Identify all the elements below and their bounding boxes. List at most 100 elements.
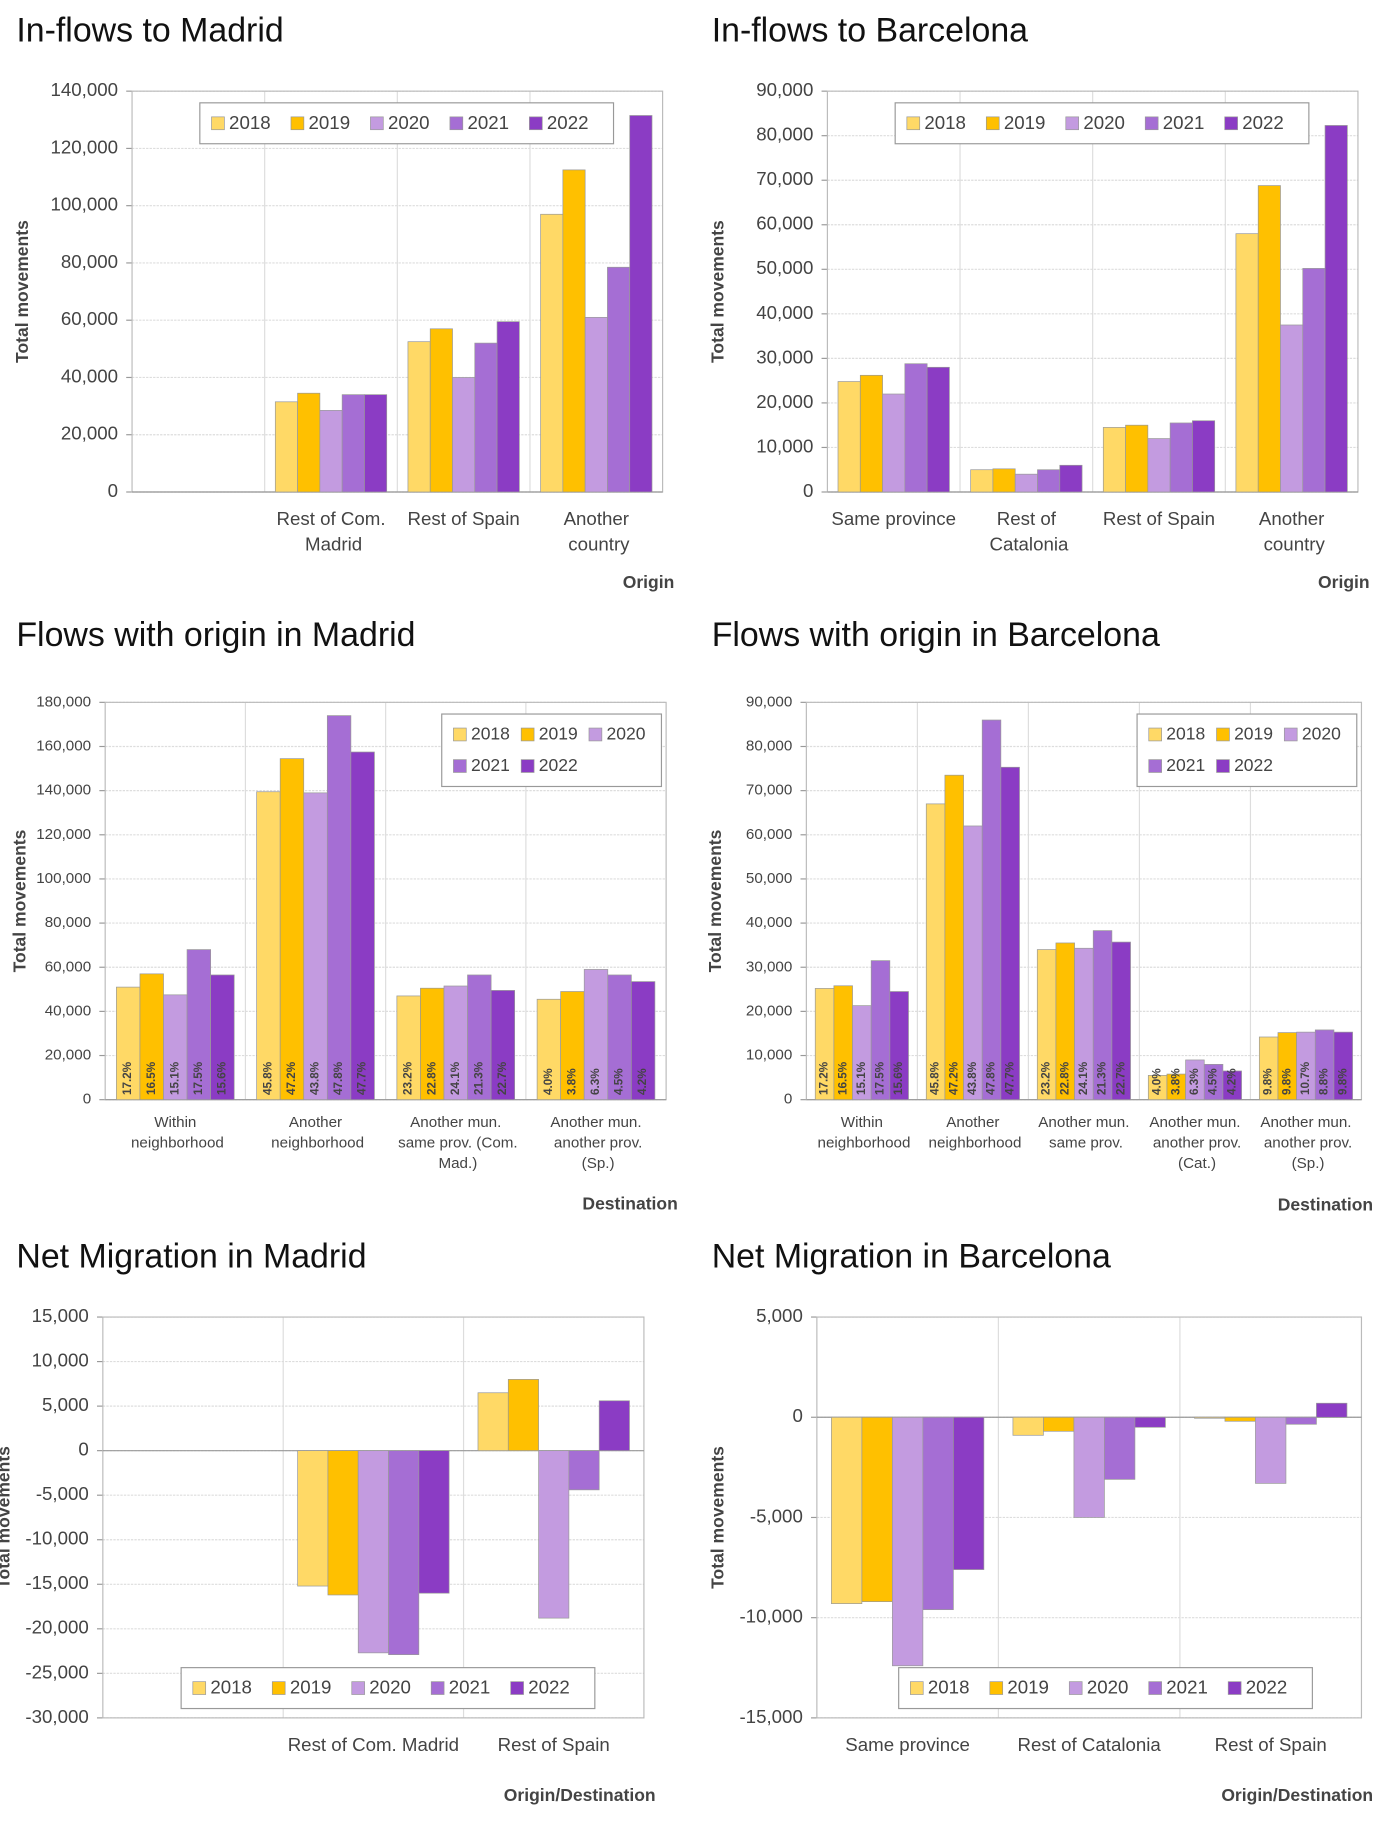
y-tick-label: 80,000: [746, 738, 792, 755]
legend-box: [898, 1667, 1313, 1710]
share-label: 16.5%: [836, 1061, 849, 1095]
bar: [970, 469, 994, 493]
y-tick-label: 60,000: [45, 958, 91, 975]
share-label: 21.3%: [472, 1061, 485, 1095]
bar: [904, 363, 928, 493]
legend-swatch: [1144, 116, 1159, 131]
legend-swatch: [1224, 116, 1238, 131]
y-tick-label: 20,000: [45, 1047, 91, 1064]
plot-border: [816, 1316, 1363, 1719]
legend-label: 2021: [467, 112, 509, 133]
bar: [477, 1392, 509, 1452]
y-tick-label: 40,000: [756, 302, 813, 323]
bar: [350, 751, 375, 1101]
legend-swatch: [370, 116, 384, 131]
bar: [922, 1416, 954, 1611]
bar: [474, 342, 498, 493]
y-tick-label: 180,000: [36, 693, 91, 710]
bar: [407, 341, 431, 493]
legend-box: [894, 102, 1310, 145]
legend-swatch: [453, 759, 467, 773]
bar: [1059, 464, 1083, 493]
share-label: 4.2%: [636, 1068, 649, 1095]
y-tick-label: 100,000: [36, 870, 91, 887]
bar: [1302, 268, 1326, 493]
y-tick-label: -30,000: [25, 1706, 88, 1727]
chart-title: In-flows to Madrid: [16, 12, 283, 50]
legend-swatch: [910, 1681, 924, 1695]
bar: [1324, 125, 1348, 493]
share-label: 4.0%: [1151, 1068, 1164, 1095]
y-tick-label: 20,000: [756, 391, 813, 412]
legend-swatch: [1216, 727, 1230, 742]
y-tick-label: 60,000: [756, 213, 813, 234]
legend-swatch: [529, 116, 543, 131]
legend-label: 2018: [928, 1677, 970, 1698]
y-tick-label: 10,000: [756, 435, 813, 456]
legend-swatch: [588, 727, 603, 742]
share-label: 24.1%: [449, 1061, 462, 1095]
x-tick-label: Another neighborhood: [924, 1114, 1021, 1152]
x-tick-label: Another mun. another prov. (Cat.): [1149, 1114, 1242, 1172]
y-axis-label: Total movements: [707, 1446, 727, 1589]
legend-label: 2021: [1166, 755, 1205, 775]
y-tick-label: 30,000: [756, 346, 813, 367]
legend-swatch: [1148, 727, 1162, 742]
bar: [1169, 422, 1193, 493]
y-tick-label: 20,000: [61, 423, 118, 444]
bar: [607, 266, 631, 493]
share-label: 47.8%: [985, 1061, 998, 1095]
bar: [341, 394, 365, 493]
x-axis-label: Origin: [1318, 572, 1370, 592]
legend-swatch: [1148, 1681, 1162, 1695]
bar: [568, 1450, 600, 1491]
share-label: 3.8%: [566, 1068, 579, 1095]
legend-label: 2020: [369, 1677, 411, 1698]
y-axis-label: Total movements: [705, 829, 725, 972]
y-tick-label: 120,000: [50, 136, 118, 157]
share-label: 45.8%: [929, 1061, 942, 1095]
bar: [1285, 1416, 1317, 1425]
y-tick-label: 0: [792, 1405, 802, 1426]
legend-label: 2020: [1087, 1677, 1129, 1698]
x-tick-label: Another mun. another prov. (Sp.): [550, 1114, 643, 1172]
plot-border: [102, 1316, 645, 1719]
y-axis-label: Total movements: [10, 829, 30, 972]
bar: [892, 1416, 924, 1667]
bar: [861, 1416, 893, 1602]
share-label: 9.8%: [1336, 1068, 1349, 1095]
legend-label: 2021: [1163, 112, 1205, 133]
share-label: 23.2%: [402, 1061, 415, 1095]
legend-swatch: [1227, 1681, 1242, 1695]
x-tick-label: Within neighborhood: [127, 1114, 224, 1152]
x-tick-label: Same province: [845, 1734, 970, 1755]
bar: [1192, 420, 1216, 493]
share-label: 47.8%: [332, 1061, 345, 1095]
y-tick-label: -15,000: [25, 1572, 88, 1593]
bar: [831, 1416, 863, 1604]
chart-title: Flows with origin in Barcelona: [712, 616, 1160, 654]
legend-swatch: [1283, 727, 1298, 742]
legend-label: 2018: [1166, 724, 1205, 744]
share-label: 4.5%: [1207, 1068, 1220, 1095]
bar: [1012, 1416, 1044, 1436]
y-tick-label: 10,000: [746, 1047, 792, 1064]
bar: [926, 366, 950, 493]
bar: [1111, 941, 1131, 1101]
bar: [1224, 1416, 1256, 1422]
share-label: 22.8%: [1058, 1061, 1071, 1095]
bar: [1104, 1416, 1136, 1480]
legend-swatch: [1068, 1681, 1083, 1695]
bar: [1000, 766, 1020, 1101]
y-axis-label: Total movements: [707, 220, 727, 363]
chart-title: Net Migration in Barcelona: [712, 1238, 1111, 1276]
x-tick-label: Within neighborhood: [813, 1114, 910, 1152]
bar: [953, 1416, 985, 1570]
share-label: 15.6%: [215, 1061, 228, 1095]
x-tick-label: Same province: [831, 508, 956, 529]
bar: [256, 791, 281, 1101]
bar: [364, 394, 388, 493]
legend-swatch: [351, 1681, 365, 1695]
x-tick-label: Another mun. same prov.: [1038, 1114, 1129, 1152]
